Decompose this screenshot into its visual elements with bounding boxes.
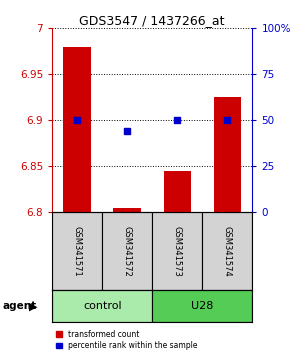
Bar (52, 212, 102, 290)
Bar (113, 208, 141, 212)
Text: GSM341574: GSM341574 (223, 226, 232, 277)
Text: GSM341573: GSM341573 (173, 226, 182, 277)
Point (75, 118, 79, 123)
Text: U28: U28 (191, 301, 213, 311)
Text: ▶: ▶ (29, 301, 38, 311)
Bar (213, 97, 241, 212)
Text: GSM341572: GSM341572 (123, 226, 132, 277)
Bar (164, 171, 191, 212)
Bar (102, 212, 152, 290)
Text: agent: agent (3, 301, 37, 311)
Text: control: control (83, 301, 122, 311)
Point (225, 118, 230, 123)
Bar (152, 290, 252, 322)
Bar (52, 290, 152, 322)
Legend: transformed count, percentile rank within the sample: transformed count, percentile rank withi… (56, 330, 198, 350)
Bar (152, 212, 202, 290)
Title: GDS3547 / 1437266_at: GDS3547 / 1437266_at (79, 14, 225, 27)
Point (125, 129, 130, 134)
Point (175, 118, 180, 123)
Bar (202, 212, 252, 290)
Bar (64, 47, 91, 212)
Text: GSM341571: GSM341571 (73, 226, 82, 277)
